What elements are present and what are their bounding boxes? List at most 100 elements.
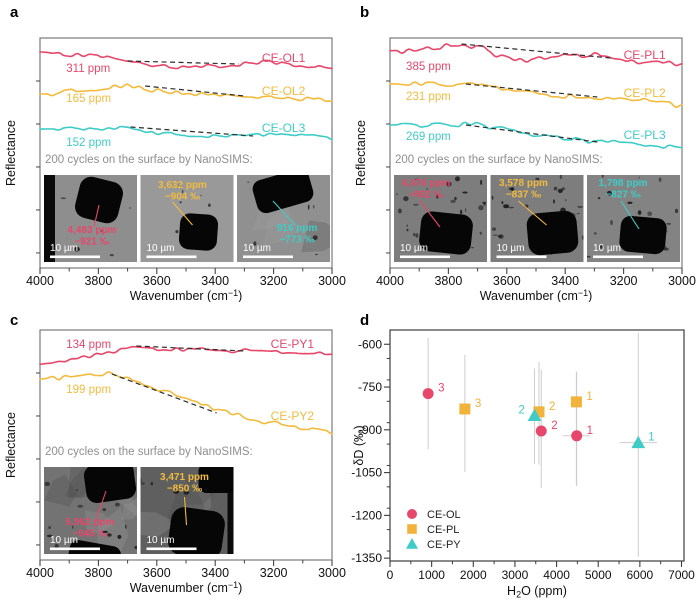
sem-speckle [102, 530, 108, 533]
sem-speckle [470, 246, 474, 249]
nanosims-image-content: 916 ppm−773 ‰ 10 µm [237, 175, 330, 262]
sem-speckle [106, 533, 112, 537]
spectrum-name-label: CE-PL2 [624, 86, 666, 100]
sem-speckle [610, 220, 613, 225]
scale-bar-label: 10 µm [243, 243, 271, 254]
nanosims-image: 1,798 ppm−827 ‰ 10 µm [587, 175, 680, 262]
sem-speckle [125, 524, 127, 529]
x-tick-label: 1000 [418, 568, 445, 582]
sem-speckle [312, 205, 315, 209]
panel-c: c 4000 3800 3600 3400 3200 3000 Wavenumber (cm… [0, 302, 350, 604]
data-point-CE-PL-1 [570, 396, 582, 408]
legend-label: CE-PY [427, 539, 461, 551]
x-tick-label: 5000 [585, 568, 612, 582]
water-content-label: 231 ppm [406, 91, 451, 103]
x-tick-label: 4000 [26, 274, 54, 288]
scale-bar [146, 255, 197, 259]
legend-label: CE-PL [427, 524, 459, 536]
sem-speckle [406, 228, 409, 232]
sims-delta-label: −827 ‰ [605, 190, 640, 201]
panel-d-chart: 0 1000 2000 3000 4000 5000 6000 7000 -600 -750 -90… [351, 329, 695, 600]
data-point-CE-PL-3 [459, 403, 471, 415]
water-content-label: 199 ppm [66, 384, 111, 396]
sem-speckle [663, 247, 670, 251]
sem-speckle [72, 523, 74, 529]
y-axis-label: Reflectance [4, 120, 18, 186]
sem-speckle [597, 197, 601, 200]
sem-speckle [426, 188, 428, 190]
y-tick-label: -600 [358, 337, 382, 351]
nanosims-image-content: 3,632 ppm−904 ‰ 10 µm [140, 175, 234, 262]
y-tick-label: -1200 [351, 508, 382, 522]
sims-delta-label: −921 ‰ [74, 237, 109, 248]
sem-speckle [395, 193, 398, 195]
crystal-blob [619, 215, 667, 255]
sem-speckle [478, 205, 484, 211]
xlabel-post: ) [588, 289, 592, 302]
sem-speckle [606, 190, 612, 196]
sims-ppm-label: 3,578 ppm [499, 178, 548, 189]
sims-delta-label: −945 ‰ [72, 529, 107, 540]
scale-bar-label: 10 µm [400, 243, 428, 254]
spectrum-CE-PY2 [39, 371, 333, 435]
sem-speckle [553, 186, 558, 191]
sem-speckle [140, 478, 142, 483]
x-tick-label: 2000 [460, 568, 487, 582]
sem-speckle [173, 489, 180, 494]
panel-letter-d: d [360, 312, 370, 329]
sem-speckle [450, 199, 456, 203]
crystal-blob [252, 175, 314, 214]
sem-speckle [658, 177, 662, 182]
axes-box [389, 329, 685, 562]
data-point-CE-PY-2 [527, 408, 542, 422]
nanosims-caption: 200 cycles on the surface by NanoSIMS: [395, 154, 603, 166]
scale-bar-label: 10 µm [147, 243, 175, 254]
sem-speckle [601, 175, 604, 178]
nanosims-image-content: 3,471 ppm−850 ‰ 10 µm [140, 467, 234, 554]
x-tick-label: 3000 [318, 566, 346, 580]
sem-speckle [565, 199, 567, 202]
sem-speckle [581, 235, 584, 240]
x-tick-label: 3200 [260, 566, 288, 580]
sem-speckle [666, 223, 671, 225]
scale-bar-label: 10 µm [593, 243, 621, 254]
xlabel-sup: −1 [228, 580, 238, 590]
leader-line [172, 201, 193, 226]
baseline-dash-CE-PL3 [465, 124, 598, 143]
nanosims-image-content: 3,578 ppm−837 ‰ 10 µm [490, 175, 584, 262]
nanosims-caption: 200 cycles on the surface by NanoSIMS: [45, 154, 253, 166]
panel-letter-a: a [10, 4, 19, 21]
nanosims-image-content: 5,962 ppm−945 ‰10 µm [44, 467, 137, 554]
sem-speckle [508, 206, 515, 209]
sem-speckle [253, 241, 257, 246]
data-point-CE-PY-1 [631, 435, 646, 449]
water-content-label: 165 ppm [66, 93, 111, 105]
leader-line [272, 200, 296, 226]
spectrum-CE-PY1 [39, 345, 333, 366]
sem-speckle [577, 206, 584, 208]
y-tick-label: -1350 [351, 551, 382, 565]
x-tick-label: 3000 [318, 274, 346, 288]
data-point-CE-OL-2 [535, 425, 547, 437]
sem-speckle [175, 230, 179, 234]
sem-speckle [413, 203, 419, 206]
sims-delta-label: −850 ‰ [167, 484, 202, 495]
nanosims-image-content: 4,483 ppm−921 ‰10 µm [44, 175, 137, 262]
panel-a-chart: 4000 3800 3600 3400 3200 3000 Wavenumber (cm−1… [4, 37, 346, 302]
sem-speckle [150, 482, 153, 486]
xlabel-sup: −1 [228, 288, 238, 298]
point-number-label: 2 [549, 401, 555, 413]
leader-line [93, 204, 100, 228]
legend-marker-CE-PY [406, 538, 418, 549]
water-content-label: 311 ppm [66, 63, 110, 75]
leader-line [183, 496, 188, 526]
sem-speckle [465, 208, 467, 213]
panel-letter-c: c [10, 312, 19, 329]
x-tick-label: 0 [387, 568, 394, 582]
x-tick-label: 3400 [551, 274, 579, 288]
scale-bar [243, 255, 293, 259]
sem-speckle [179, 201, 182, 204]
sem-speckle [637, 210, 642, 215]
sem-speckle [200, 194, 202, 197]
